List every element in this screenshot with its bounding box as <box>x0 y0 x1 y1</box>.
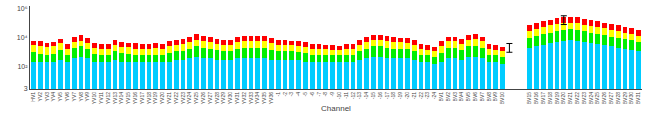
svg-text:YV36: YV36 <box>268 92 274 104</box>
svg-text:YV5: YV5 <box>57 92 63 102</box>
svg-text:YV27: YV27 <box>207 92 213 104</box>
svg-text:YV34: YV34 <box>254 92 260 104</box>
svg-text:-10: -10 <box>336 92 342 99</box>
svg-text:-3: -3 <box>288 92 294 97</box>
svg-text:-5: -5 <box>302 92 308 97</box>
svg-text:YV31: YV31 <box>234 92 240 104</box>
svg-text:YV23: YV23 <box>180 92 186 104</box>
svg-text:YV35: YV35 <box>261 92 267 104</box>
svg-text:YV20: YV20 <box>159 92 165 104</box>
svg-text:BV2: BV2 <box>445 92 451 102</box>
svg-text:YV8: YV8 <box>78 92 84 102</box>
svg-text:-15: -15 <box>370 92 376 99</box>
svg-text:YV6: YV6 <box>64 92 70 102</box>
svg-text:-18: -18 <box>390 92 396 99</box>
svg-text:Channel: Channel <box>321 104 351 113</box>
svg-text:10²: 10² <box>17 63 28 70</box>
svg-text:BV31: BV31 <box>635 92 641 104</box>
svg-text:BV3: BV3 <box>452 92 458 102</box>
svg-text:-12: -12 <box>350 92 356 99</box>
svg-text:BV1: BV1 <box>438 92 444 102</box>
svg-text:-6: -6 <box>309 92 315 97</box>
svg-text:-9: -9 <box>329 92 335 97</box>
svg-text:-2: -2 <box>282 92 288 97</box>
svg-text:-17: -17 <box>384 92 390 99</box>
svg-text:YV13: YV13 <box>112 92 118 104</box>
svg-text:BV28: BV28 <box>615 92 621 104</box>
svg-text:BV29: BV29 <box>622 92 628 104</box>
svg-text:YV30: YV30 <box>227 92 233 104</box>
svg-text:YV22: YV22 <box>173 92 179 104</box>
svg-text:-1: -1 <box>275 92 281 97</box>
svg-text:YV11: YV11 <box>98 92 104 104</box>
svg-text:BV25: BV25 <box>594 92 600 104</box>
svg-text:YV18: YV18 <box>146 92 152 104</box>
svg-text:YV19: YV19 <box>152 92 158 104</box>
svg-text:BV27: BV27 <box>608 92 614 104</box>
svg-text:BV4: BV4 <box>458 92 464 102</box>
svg-text:BV18: BV18 <box>547 92 553 104</box>
svg-text:YV10: YV10 <box>91 92 97 104</box>
svg-text:-13: -13 <box>356 92 362 99</box>
svg-text:BV7: BV7 <box>479 92 485 102</box>
svg-text:YV28: YV28 <box>214 92 220 104</box>
svg-text:BV5: BV5 <box>465 92 471 102</box>
svg-text:YV26: YV26 <box>200 92 206 104</box>
svg-text:YV16: YV16 <box>132 92 138 104</box>
svg-text:-11: -11 <box>343 92 349 99</box>
svg-text:10⁴: 10⁴ <box>17 34 28 41</box>
svg-text:BV22: BV22 <box>574 92 580 104</box>
svg-text:BV15: BV15 <box>526 92 532 104</box>
svg-text:BV19: BV19 <box>554 92 560 104</box>
svg-text:BV20: BV20 <box>560 92 566 104</box>
svg-text:YV32: YV32 <box>241 92 247 104</box>
svg-text:-21: -21 <box>411 92 417 99</box>
svg-text:YV7: YV7 <box>71 92 77 102</box>
svg-text:BV30: BV30 <box>628 92 634 104</box>
svg-text:-4: -4 <box>295 92 301 97</box>
svg-text:-7: -7 <box>316 92 322 97</box>
svg-text:YV2: YV2 <box>37 92 43 102</box>
svg-text:YV21: YV21 <box>166 92 172 104</box>
svg-text:BV24: BV24 <box>588 92 594 104</box>
svg-text:BV17: BV17 <box>540 92 546 104</box>
svg-text:-19: -19 <box>397 92 403 99</box>
svg-text:3: 3 <box>24 85 28 92</box>
svg-text:BV26: BV26 <box>601 92 607 104</box>
svg-text:YV24: YV24 <box>186 92 192 104</box>
svg-text:YV17: YV17 <box>139 92 145 104</box>
svg-text:-20: -20 <box>404 92 410 99</box>
svg-text:YV4: YV4 <box>50 92 56 102</box>
svg-text:-24: -24 <box>431 92 437 99</box>
svg-text:BV9: BV9 <box>492 92 498 102</box>
svg-text:YV12: YV12 <box>105 92 111 104</box>
svg-text:YV15: YV15 <box>125 92 131 104</box>
svg-text:-16: -16 <box>377 92 383 99</box>
svg-text:10⁶: 10⁶ <box>17 5 28 12</box>
svg-text:YV29: YV29 <box>220 92 226 104</box>
svg-text:YV14: YV14 <box>118 92 124 104</box>
svg-text:-22: -22 <box>418 92 424 99</box>
svg-text:BV10: BV10 <box>499 92 505 104</box>
svg-text:YV3: YV3 <box>44 92 50 102</box>
svg-text:BV16: BV16 <box>533 92 539 104</box>
svg-text:BV8: BV8 <box>486 92 492 102</box>
svg-text:-23: -23 <box>424 92 430 99</box>
svg-text:YV9: YV9 <box>84 92 90 102</box>
svg-text:-14: -14 <box>363 92 369 99</box>
svg-text:-8: -8 <box>322 92 328 97</box>
svg-text:YV33: YV33 <box>248 92 254 104</box>
svg-text:BV23: BV23 <box>581 92 587 104</box>
svg-text:BV21: BV21 <box>567 92 573 104</box>
svg-text:HV1: HV1 <box>30 92 36 102</box>
svg-text:BV6: BV6 <box>472 92 478 102</box>
svg-text:YV25: YV25 <box>193 92 199 104</box>
